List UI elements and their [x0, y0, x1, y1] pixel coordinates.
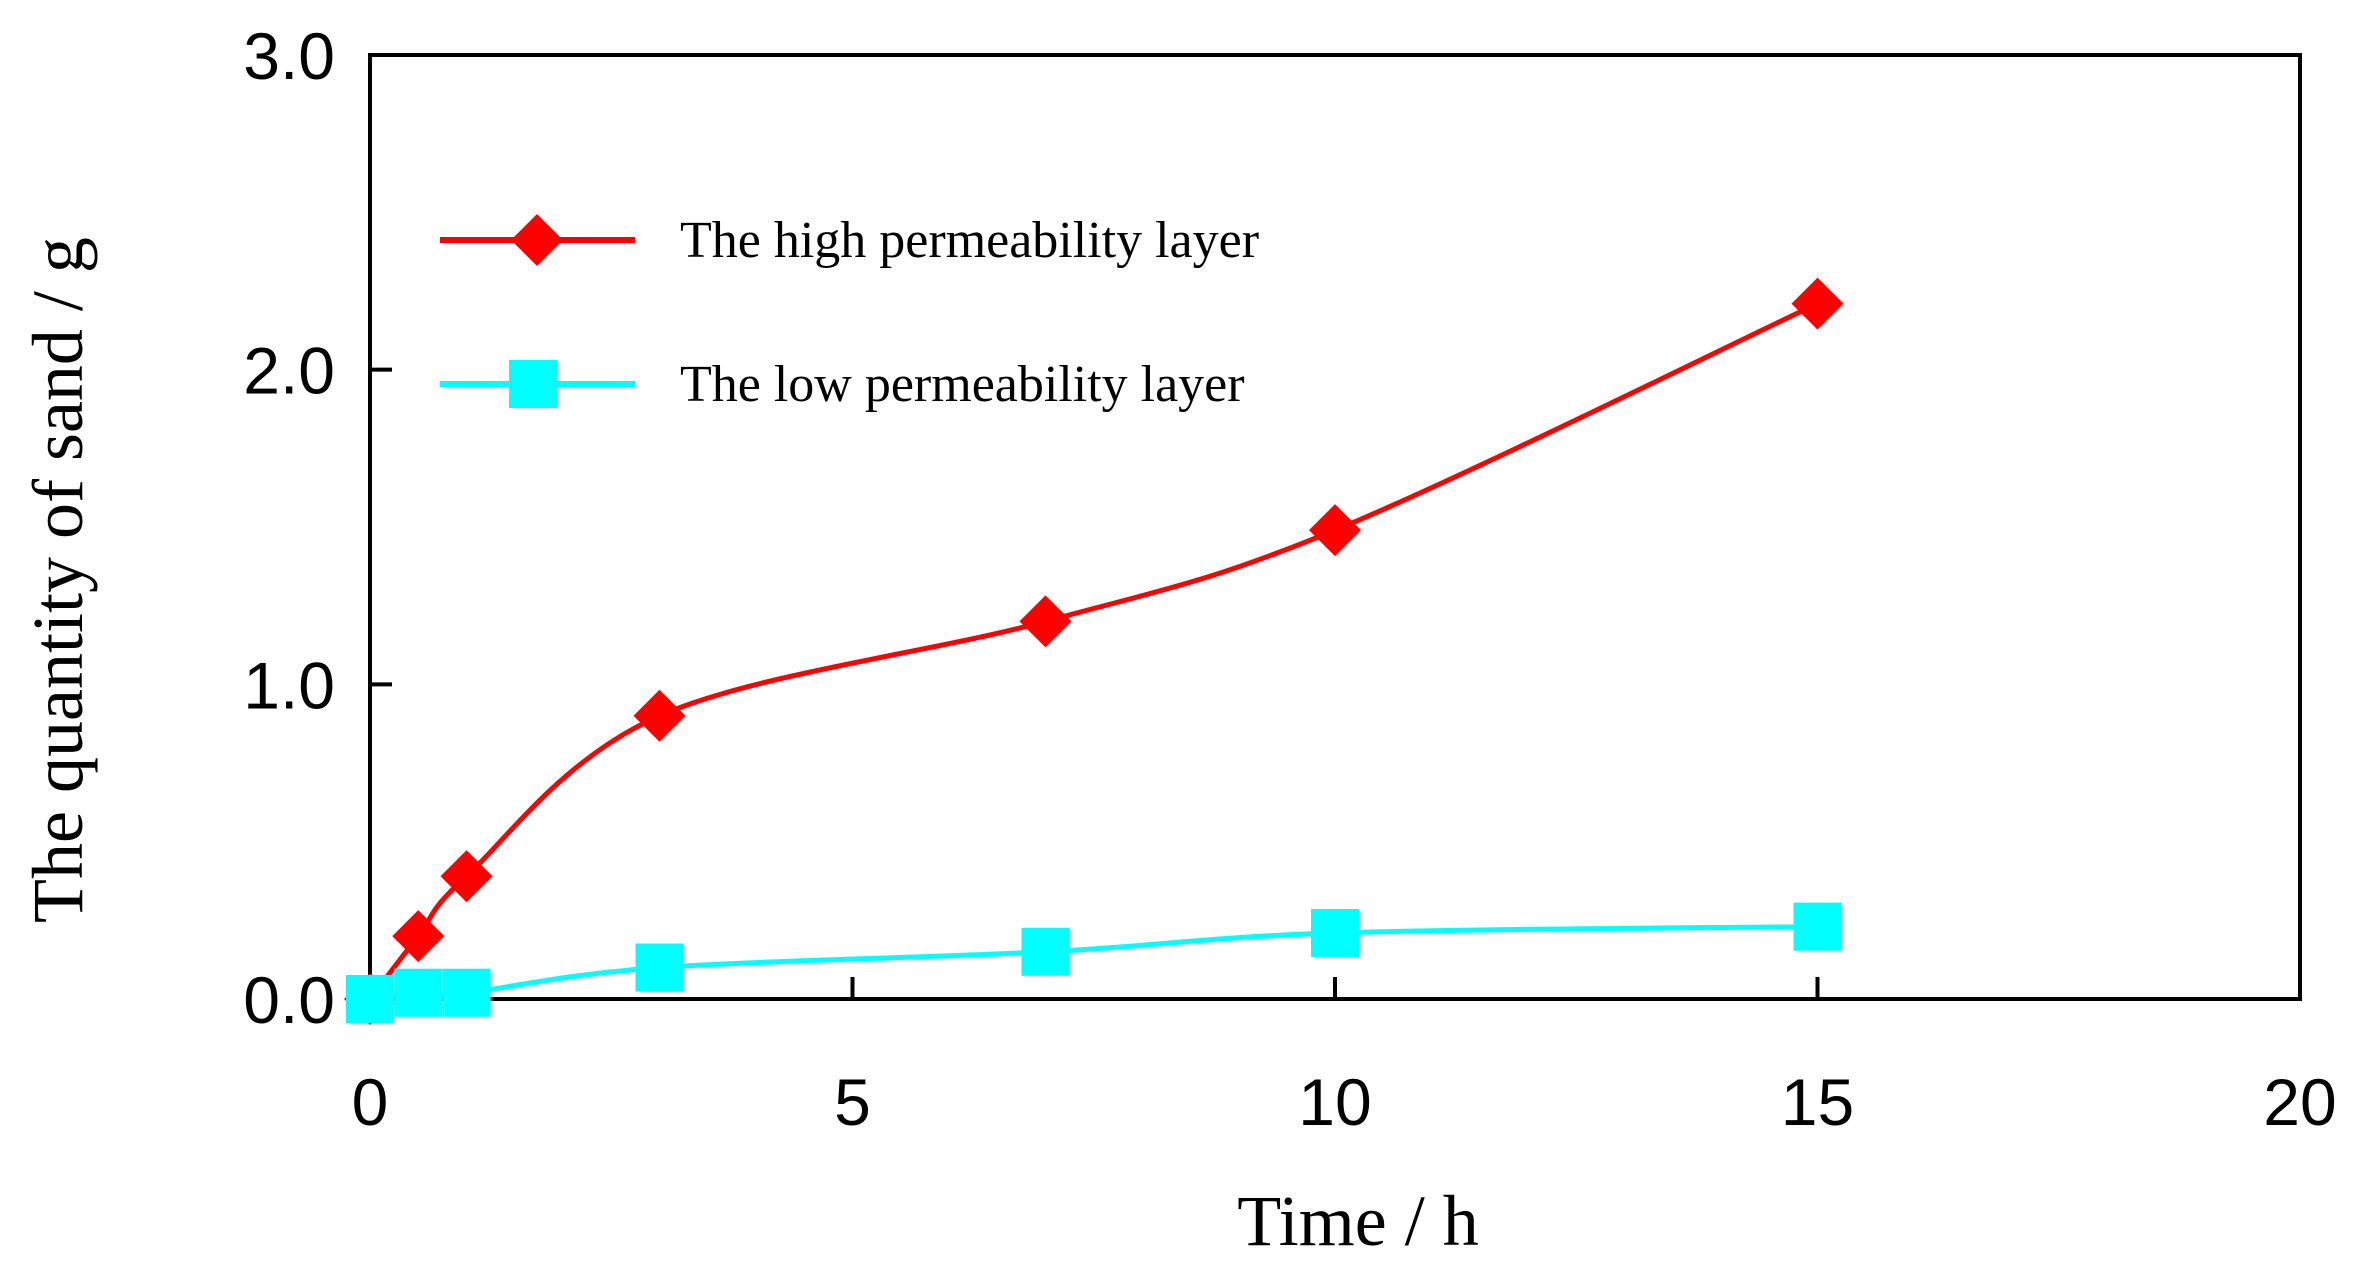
data-point: [392, 910, 445, 963]
data-point: [442, 968, 491, 1017]
y-axis: 0.0 1.0 2.0 3.0: [243, 19, 392, 1037]
legend-entry-high: The high permeability layer: [440, 212, 1259, 269]
x-tick-label: 15: [1781, 1065, 1854, 1139]
legend-marker-square: [509, 360, 557, 408]
x-tick-label: 10: [1298, 1065, 1371, 1139]
y-tick-label: 1.0: [243, 648, 335, 722]
y-tick-label: 0.0: [243, 963, 335, 1037]
legend-label-low: The low permeability layer: [680, 356, 1245, 413]
y-tick-label: 3.0: [243, 19, 335, 93]
series-layer: [344, 277, 1844, 1025]
data-point: [440, 850, 493, 903]
y-tick-label: 2.0: [243, 334, 335, 408]
data-point: [1019, 595, 1072, 648]
data-point: [1791, 277, 1844, 330]
data-point: [1309, 504, 1361, 557]
x-axis-title: Time / h: [1237, 1181, 1478, 1261]
data-point: [346, 975, 394, 1023]
series-1: [346, 902, 1842, 1023]
data-point: [394, 968, 443, 1017]
series-line: [368, 301, 1819, 1001]
legend-entry-low: The low permeability layer: [440, 356, 1245, 413]
data-point: [1311, 908, 1359, 957]
y-axis-title: The quantity of sand / g: [18, 237, 98, 923]
data-point: [1021, 927, 1070, 976]
x-tick-label: 5: [834, 1065, 871, 1139]
legend-label-high: The high permeability layer: [680, 212, 1259, 269]
data-point: [633, 689, 686, 742]
x-axis: 0 5 10 15 20: [352, 977, 2337, 1139]
data-point: [635, 943, 684, 992]
x-tick-label: 20: [2263, 1065, 2336, 1139]
legend: The high permeability layer The low perm…: [440, 212, 1259, 413]
series-line: [369, 924, 1818, 1002]
data-point: [1793, 902, 1842, 951]
x-tick-label: 0: [352, 1065, 389, 1139]
legend-marker-diamond: [511, 214, 563, 266]
